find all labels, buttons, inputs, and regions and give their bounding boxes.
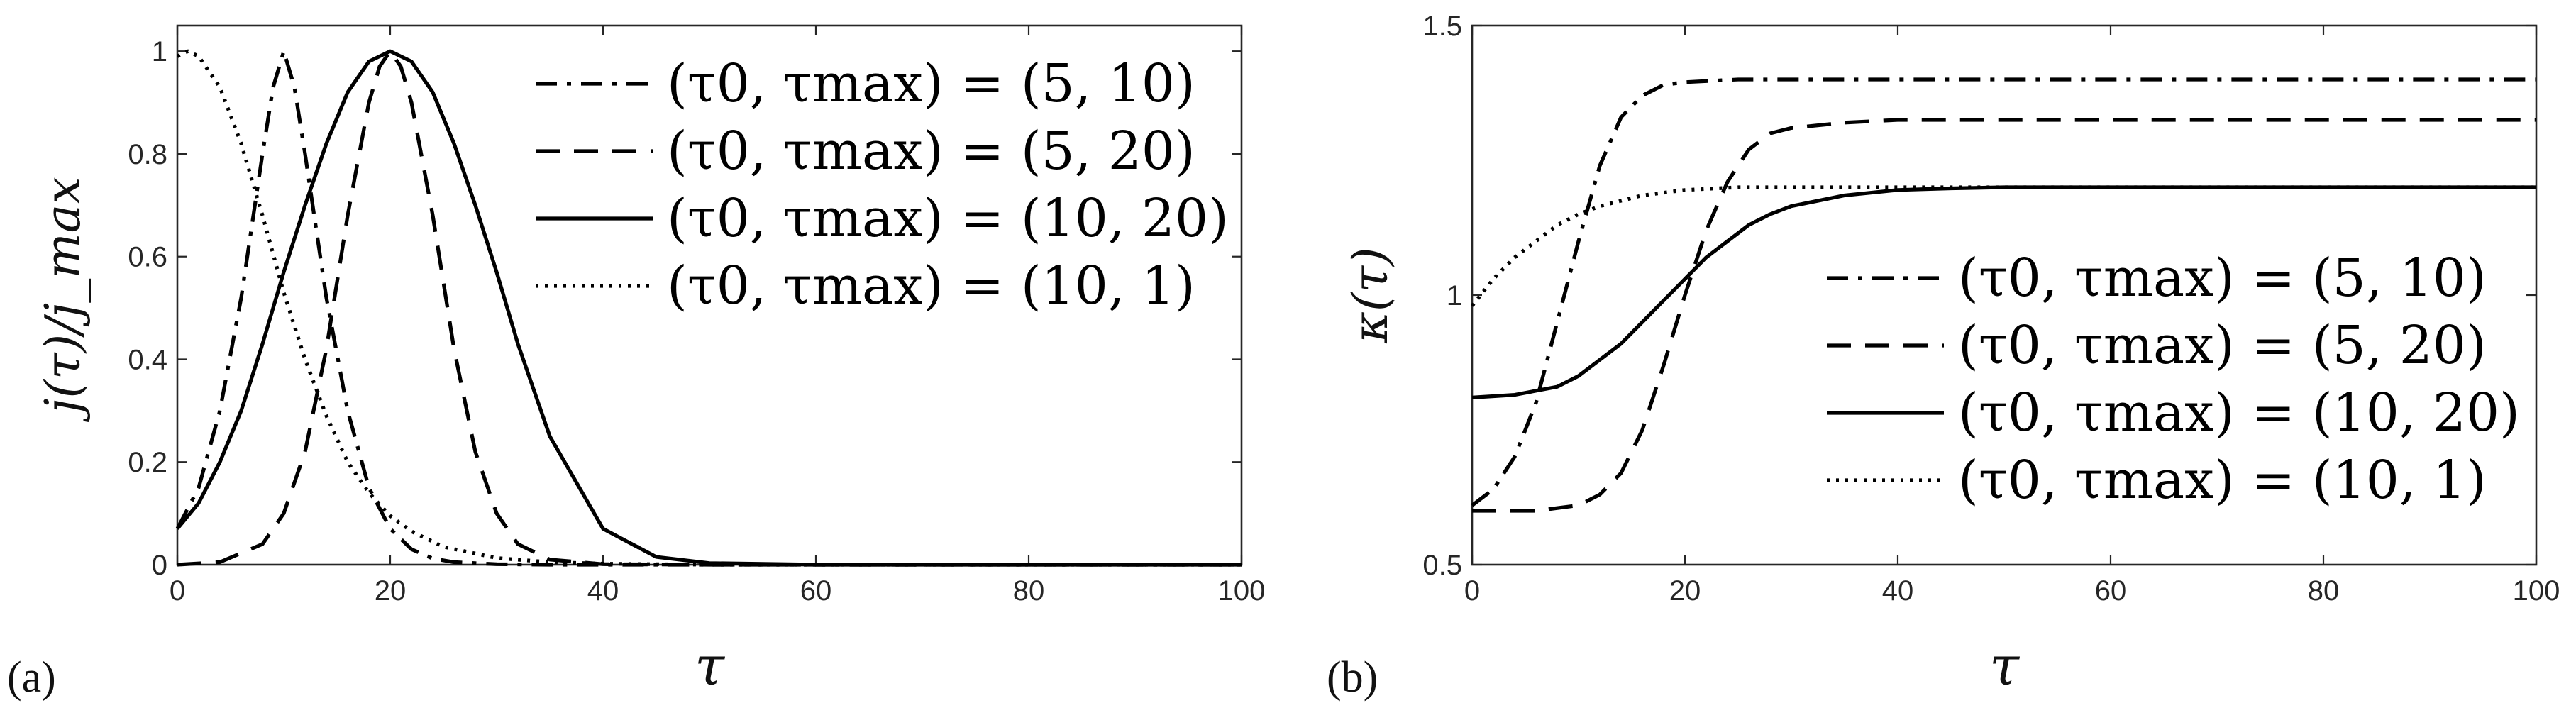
x-tick-label: 20 bbox=[1669, 575, 1701, 607]
y-tick-label: 0.6 bbox=[128, 242, 167, 273]
x-tick-label: 40 bbox=[587, 575, 619, 607]
y-tick-label: 1 bbox=[1447, 280, 1462, 311]
panel-b-plot-area bbox=[1470, 77, 2536, 513]
y-tick-label: 0 bbox=[152, 550, 167, 581]
series-line-dotted bbox=[1470, 185, 2536, 307]
y-tick-label: 1.5 bbox=[1422, 11, 1462, 42]
panel-b-y-axis-label: κ(τ) bbox=[1343, 247, 1399, 343]
panel-a-ticks: 0 20 40 60 80 100 0 0.2 0.4 0.6 0.8 1 bbox=[128, 26, 1265, 607]
panel-a: 0 20 40 60 80 100 0 0.2 0.4 0.6 0.8 1 (τ0, τmax) = … bbox=[7, 24, 1265, 702]
y-tick-label: 0.5 bbox=[1422, 550, 1462, 581]
panel-a-plot-area bbox=[175, 49, 1242, 567]
legend-entry-label: (τ0, τmax) = (10, 20) bbox=[1958, 382, 2520, 443]
x-tick-label: 60 bbox=[800, 575, 832, 607]
legend-entry-label: (τ0, τmax) = (10, 1) bbox=[1958, 450, 2487, 511]
legend-entry-label: (τ0, τmax) = (10, 20) bbox=[667, 188, 1229, 249]
panel-b-x-axis-label: τ bbox=[1989, 634, 2021, 697]
y-tick-label: 0.4 bbox=[128, 344, 167, 375]
series-line-dashed bbox=[177, 49, 1242, 567]
x-tick-label: 20 bbox=[375, 575, 407, 607]
series-line-dashdot bbox=[175, 49, 1242, 567]
legend-entry-label: (τ0, τmax) = (5, 10) bbox=[1958, 248, 2487, 309]
panel-b-ticks: 0 20 40 60 80 100 0.5 1 1.5 bbox=[1422, 11, 2560, 607]
legend-entry-label: (τ0, τmax) = (5, 10) bbox=[667, 53, 1195, 114]
series-line-solid bbox=[175, 49, 1242, 567]
series-line-dashdot bbox=[1471, 77, 2536, 507]
legend-entry-label: (τ0, τmax) = (5, 20) bbox=[1958, 315, 2487, 376]
panel-b: 0 20 40 60 80 100 0.5 1 1.5 (τ0, τmax) = (5, 10)… bbox=[1327, 11, 2560, 702]
x-tick-label: 100 bbox=[1218, 575, 1266, 607]
series-line-solid bbox=[1471, 185, 2536, 399]
panel-b-legend: (τ0, τmax) = (5, 10)(τ0, τmax) = (5, 20)… bbox=[1827, 248, 2520, 511]
panel-a-legend: (τ0, τmax) = (5, 10) (τ0, τmax) = (5, 20)… bbox=[536, 53, 1229, 316]
x-tick-label: 0 bbox=[170, 575, 185, 607]
legend-entry-label: (τ0, τmax) = (5, 20) bbox=[667, 121, 1195, 182]
y-tick-label: 1 bbox=[152, 36, 167, 67]
series-line-dotted bbox=[176, 49, 1242, 567]
panel-a-label: (a) bbox=[7, 653, 56, 702]
panel-a-y-axis-label: j(τ)/j_max bbox=[35, 177, 92, 422]
x-tick-label: 0 bbox=[1464, 575, 1480, 607]
y-tick-label: 0.2 bbox=[128, 447, 167, 478]
series-line-dashed bbox=[1472, 118, 2536, 513]
legend-entry-label: (τ0, τmax) = (10, 1) bbox=[667, 255, 1195, 316]
panel-b-label: (b) bbox=[1327, 653, 1378, 702]
y-tick-label: 0.8 bbox=[128, 139, 167, 170]
panel-a-x-axis-label: τ bbox=[695, 634, 726, 697]
x-tick-label: 80 bbox=[1013, 575, 1045, 607]
x-tick-label: 40 bbox=[1882, 575, 1914, 607]
x-tick-label: 100 bbox=[2513, 575, 2560, 607]
x-tick-label: 60 bbox=[2095, 575, 2127, 607]
x-tick-label: 80 bbox=[2308, 575, 2340, 607]
